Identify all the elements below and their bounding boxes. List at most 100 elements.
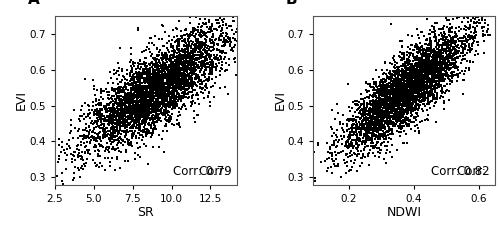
Point	[174, 104, 182, 108]
Point	[160, 101, 168, 105]
Point	[474, 40, 482, 44]
Point	[142, 95, 150, 98]
Point	[174, 75, 182, 79]
Point	[146, 77, 154, 80]
Point	[416, 60, 424, 64]
Point	[124, 88, 132, 92]
Point	[174, 92, 182, 95]
Point	[408, 92, 416, 95]
Point	[403, 80, 411, 83]
Point	[93, 107, 101, 111]
Point	[483, 30, 491, 34]
Point	[430, 64, 438, 67]
Point	[178, 68, 186, 72]
Point	[424, 92, 432, 96]
Point	[406, 118, 414, 122]
Point	[380, 110, 388, 114]
Point	[436, 81, 444, 85]
Point	[116, 120, 124, 123]
Point	[160, 89, 168, 92]
Point	[110, 131, 118, 135]
Point	[456, 36, 464, 40]
Point	[406, 87, 414, 90]
Point	[377, 114, 385, 118]
Point	[74, 153, 82, 157]
Point	[425, 76, 433, 79]
Point	[159, 62, 167, 65]
Point	[181, 89, 189, 92]
Point	[140, 101, 148, 105]
Point	[414, 70, 422, 74]
Point	[404, 60, 411, 64]
Point	[94, 163, 102, 167]
Point	[453, 34, 461, 37]
Point	[370, 99, 378, 103]
Point	[411, 76, 419, 80]
Point	[134, 102, 142, 106]
Point	[137, 106, 145, 110]
Point	[97, 95, 105, 99]
Point	[496, 8, 500, 12]
Point	[176, 81, 184, 85]
Point	[194, 65, 202, 68]
Point	[132, 118, 140, 121]
Point	[205, 77, 213, 81]
Point	[118, 89, 126, 92]
Point	[396, 83, 404, 86]
Point	[370, 92, 378, 96]
Point	[430, 101, 438, 105]
Point	[436, 58, 444, 62]
Point	[472, 34, 480, 37]
Point	[218, 60, 226, 64]
Point	[446, 59, 454, 63]
Point	[360, 109, 368, 113]
Point	[428, 24, 436, 27]
Point	[145, 95, 153, 99]
Point	[95, 137, 103, 140]
Point	[384, 116, 392, 120]
Point	[438, 62, 446, 65]
Point	[388, 90, 396, 94]
Point	[86, 111, 94, 115]
Point	[404, 78, 412, 82]
Point	[423, 117, 431, 120]
Point	[368, 94, 376, 98]
Point	[154, 63, 162, 67]
Point	[137, 97, 145, 101]
Point	[151, 62, 159, 65]
Point	[150, 116, 158, 119]
Point	[398, 113, 406, 117]
Point	[356, 133, 364, 136]
Point	[122, 115, 130, 118]
Point	[424, 56, 432, 59]
Point	[130, 93, 138, 97]
Point	[388, 72, 396, 76]
Point	[154, 83, 162, 87]
Point	[158, 101, 166, 104]
Point	[192, 53, 200, 57]
Point	[380, 95, 388, 98]
Point	[359, 119, 367, 122]
Point	[388, 83, 396, 86]
Point	[458, 48, 466, 52]
Point	[408, 110, 416, 114]
Point	[126, 74, 134, 78]
Point	[445, 29, 453, 33]
Point	[248, 16, 256, 20]
Point	[130, 72, 138, 75]
Point	[233, 39, 241, 43]
Point	[399, 77, 407, 80]
Point	[448, 58, 456, 62]
Point	[458, 78, 466, 82]
Point	[160, 87, 168, 91]
Point	[416, 42, 424, 45]
Point	[349, 145, 357, 148]
Point	[158, 91, 166, 95]
Point	[143, 71, 151, 75]
Point	[202, 34, 210, 38]
Point	[430, 59, 438, 63]
Point	[406, 94, 414, 98]
Point	[374, 111, 382, 115]
Point	[375, 93, 383, 97]
Point	[396, 101, 404, 105]
